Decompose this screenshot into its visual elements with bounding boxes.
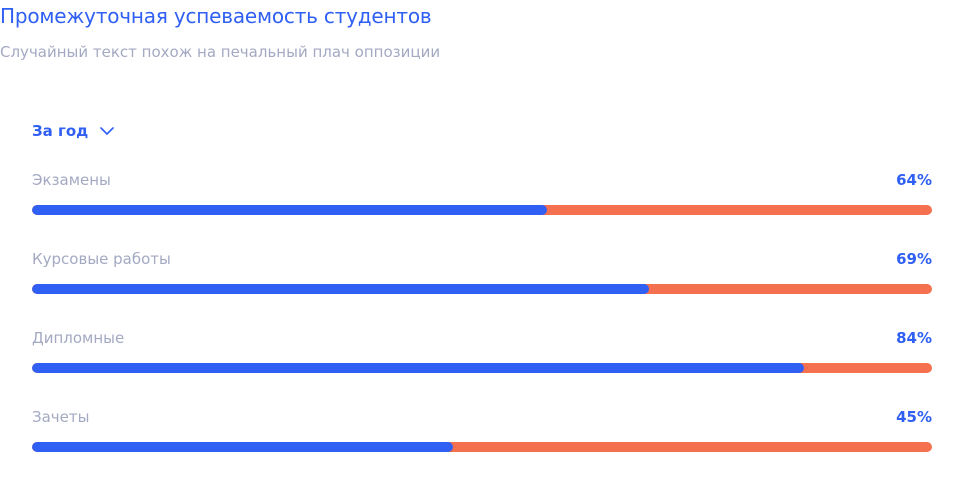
progress-label: Курсовые работы [32,250,171,268]
progress-track [32,205,932,215]
period-dropdown[interactable]: За год [32,122,115,140]
widget-title: Промежуточная успеваемость студентов [0,4,432,28]
period-dropdown-label: За год [32,122,89,140]
progress-track [32,284,932,294]
progress-value: 84% [896,329,932,347]
chevron-down-icon [100,126,115,136]
progress-track [32,442,932,452]
progress-value: 64% [896,171,932,189]
progress-fill [32,284,649,294]
progress-label: Зачеты [32,408,90,426]
progress-track [32,363,932,373]
widget-subtitle: Случайный текст похож на печальный плач … [0,43,441,61]
progress-list: Экзамены 64% Курсовые работы 69% Дипломн… [32,168,932,484]
progress-value: 45% [896,408,932,426]
progress-fill [32,442,454,452]
progress-label: Экзамены [32,171,111,189]
progress-fill [32,363,805,373]
progress-value: 69% [896,250,932,268]
progress-label: Дипломные [32,329,125,347]
progress-fill [32,205,547,215]
progress-row-coursework: Курсовые работы 69% [32,247,932,326]
progress-row-exams: Экзамены 64% [32,168,932,247]
progress-row-diplomas: Дипломные 84% [32,326,932,405]
progress-row-credits: Зачеты 45% [32,405,932,484]
